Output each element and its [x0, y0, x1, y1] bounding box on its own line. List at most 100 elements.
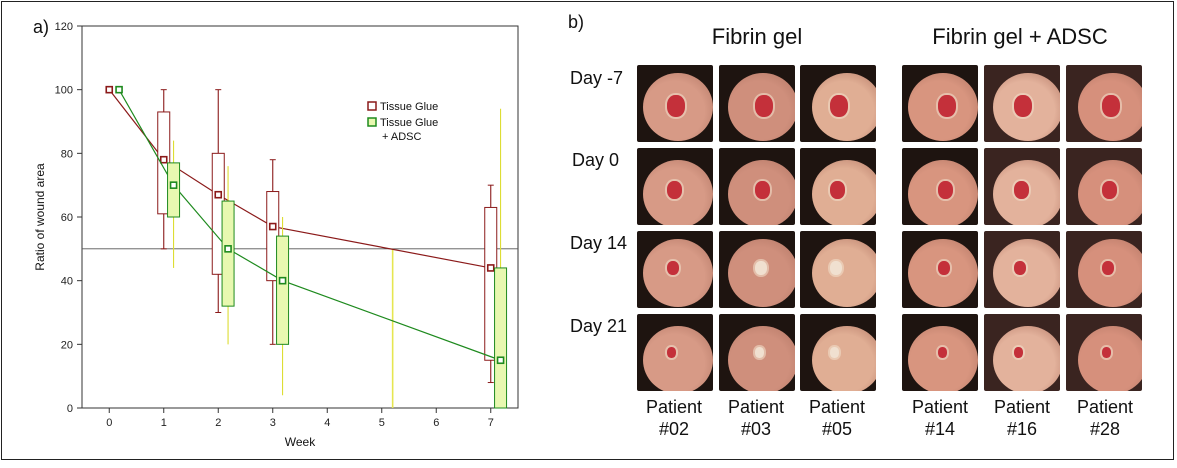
- legend-swatch-tissue-glue-adsc: [367, 117, 377, 127]
- foot-photo: [984, 231, 1060, 308]
- y-tick-label: 120: [55, 21, 73, 33]
- foot-photo: [800, 314, 876, 391]
- x-axis-label: Week: [285, 435, 316, 449]
- patient-label-16: Patient #16: [993, 397, 1051, 439]
- patient-label-28: Patient #28: [1076, 397, 1134, 439]
- box: [276, 235, 290, 345]
- x-tick-label: 0: [106, 417, 112, 429]
- foot-photo: [902, 314, 978, 391]
- wound-spot: [1014, 261, 1026, 276]
- wound-spot: [667, 181, 682, 199]
- foot-photo: [800, 231, 876, 308]
- foot-photo: [1066, 148, 1142, 225]
- x-tick-label: 3: [270, 417, 276, 429]
- median-marker: [115, 85, 123, 94]
- wound-spot: [755, 181, 770, 199]
- x-tick-label: 2: [215, 417, 221, 429]
- median-marker: [169, 181, 178, 189]
- row-label-day-21: Day 21: [570, 316, 628, 336]
- wound-spot: [1014, 181, 1029, 199]
- wound-spot: [667, 347, 676, 358]
- wound-spot: [1014, 347, 1023, 358]
- legend-label-tissue-glue: Tissue Glue: [380, 101, 438, 113]
- foot-photo: [902, 231, 978, 308]
- y-tick-label: 60: [61, 212, 73, 224]
- foot-sole-shape: [812, 326, 876, 391]
- panel-b-letter: b): [568, 12, 585, 32]
- wound-spot: [667, 261, 679, 276]
- x-tick-label: 1: [161, 417, 167, 429]
- wound-spot: [667, 95, 685, 117]
- y-tick-label: 40: [61, 276, 73, 288]
- legend-swatch-tissue-glue: [367, 101, 377, 111]
- median-marker: [214, 190, 223, 199]
- wound-spot: [1102, 261, 1114, 276]
- wound-spot: [938, 347, 947, 358]
- wound-spot: [755, 95, 773, 117]
- foot-sole-shape: [993, 326, 1060, 391]
- foot-photo: [800, 148, 876, 225]
- box: [167, 162, 181, 218]
- box: [221, 200, 235, 307]
- legend-label-tissue-glue-adsc: Tissue Glue: [380, 117, 438, 129]
- wound-spot: [830, 347, 839, 358]
- row-label-day-14: Day 14: [570, 233, 628, 253]
- foot-photo: [984, 148, 1060, 225]
- wound-spot: [1014, 95, 1032, 117]
- foot-photo: [902, 65, 978, 142]
- y-tick-label: 20: [61, 339, 73, 351]
- foot-photo: [1066, 231, 1142, 308]
- foot-photo: [984, 65, 1060, 142]
- patient-label-03: Patient #03: [727, 397, 785, 439]
- legend-label-tissue-glue-adsc-line2: + ADSC: [382, 131, 421, 143]
- foot-sole-shape: [1078, 326, 1142, 391]
- wound-spot: [1102, 181, 1117, 199]
- wound-spot: [755, 347, 764, 358]
- y-tick-label: 0: [67, 403, 73, 415]
- patient-label-05: Patient #05: [808, 397, 866, 439]
- panel-a: a) 0 20 40 60 80 100 120 0 1 2 3 4 5 6 7 Week Ratio of wo…: [0, 0, 552, 463]
- foot-sole-shape: [643, 239, 713, 307]
- x-tick-label: 6: [433, 417, 439, 429]
- foot-photo: [637, 314, 713, 391]
- y-tick-label: 80: [61, 148, 73, 160]
- median-marker: [496, 356, 505, 365]
- foot-photo: [800, 65, 876, 142]
- box: [494, 267, 508, 409]
- foot-sole-shape: [728, 326, 795, 391]
- row-label-day-minus7: Day -7: [570, 68, 624, 88]
- patient-label-02: Patient #02: [645, 397, 703, 439]
- y-tick-label: 100: [55, 85, 73, 97]
- panel-a-letter: a): [33, 17, 49, 37]
- foot-photo: [637, 148, 713, 225]
- x-tick-label: 5: [379, 417, 385, 429]
- row-label-day-0: Day 0: [572, 150, 620, 170]
- plot-area: [81, 25, 519, 409]
- wound-spot: [830, 261, 842, 276]
- foot-photo: [719, 65, 795, 142]
- median-marker: [159, 155, 168, 164]
- foot-sole-shape: [643, 326, 713, 391]
- wound-spot: [938, 181, 953, 199]
- foot-photo: [719, 148, 795, 225]
- median-marker: [486, 264, 495, 272]
- foot-sole-shape: [908, 326, 978, 391]
- wound-spot: [938, 261, 950, 276]
- wound-spot: [830, 181, 845, 199]
- median-marker: [105, 85, 114, 94]
- median-marker: [224, 245, 232, 253]
- wound-spot: [755, 261, 767, 276]
- group-title-fibrin-gel: Fibrin gel: [711, 24, 803, 49]
- figure-frame: [1, 1, 1174, 460]
- x-tick-label: 7: [488, 417, 494, 429]
- y-axis-label: Ratio of wound area: [33, 163, 47, 271]
- foot-photo: [902, 148, 978, 225]
- wound-spot: [1102, 347, 1111, 358]
- group-title-fibrin-gel-adsc: Fibrin gel + ADSC: [932, 24, 1108, 49]
- foot-photo: [637, 231, 713, 308]
- wound-spot: [1102, 95, 1120, 117]
- wound-spot: [830, 95, 848, 117]
- wound-spot: [938, 95, 956, 117]
- median-marker: [278, 276, 287, 285]
- patient-label-14: Patient #14: [911, 397, 969, 439]
